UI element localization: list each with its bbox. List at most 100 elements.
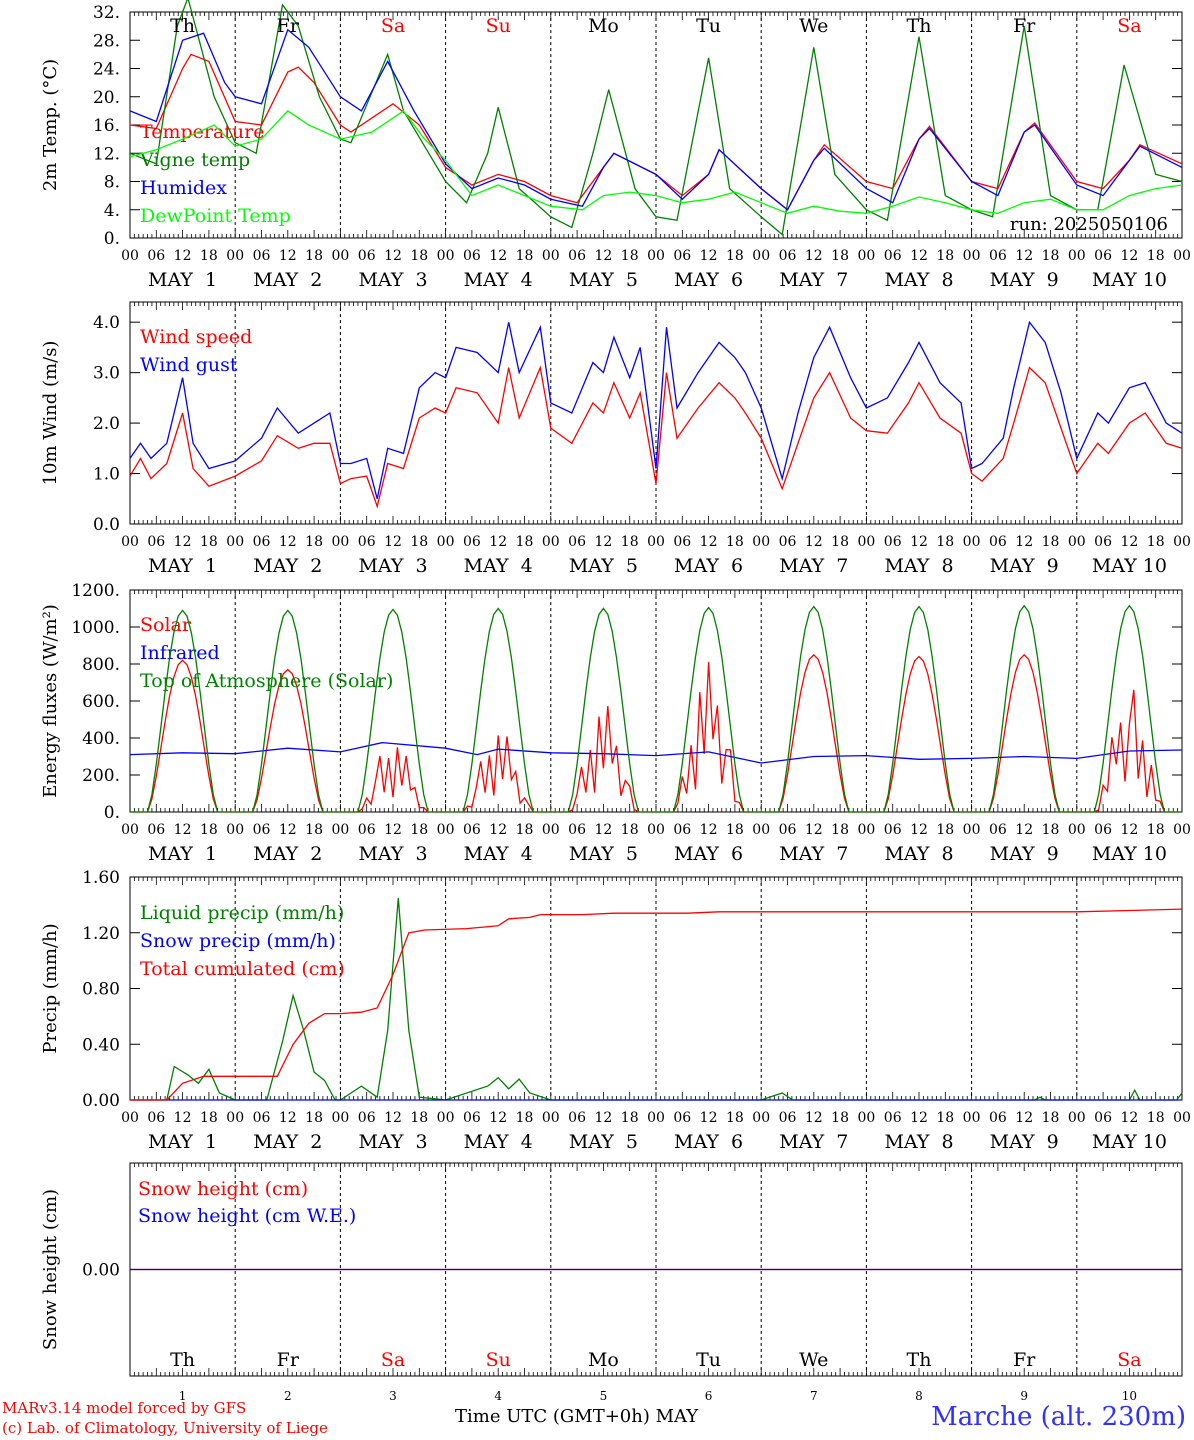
hour-tick-label: 00 — [1173, 534, 1191, 550]
hour-tick-label: 00 — [331, 822, 349, 838]
date-label: MAY 2 — [253, 1131, 322, 1153]
hour-tick-label: 06 — [1094, 822, 1112, 838]
hour-tick-label: 18 — [305, 248, 323, 264]
y-tick-label: 12. — [93, 144, 120, 164]
day-name-label: Mo — [588, 15, 619, 37]
hour-tick-label: 06 — [568, 1110, 586, 1126]
y-tick-label: 0. — [104, 229, 120, 249]
hour-tick-label: 12 — [700, 1110, 718, 1126]
day-number-label: 8 — [915, 1389, 923, 1403]
hour-tick-label: 06 — [147, 822, 165, 838]
y-tick-label: 1000. — [71, 618, 120, 638]
hour-tick-label: 00 — [647, 248, 665, 264]
date-label: MAY 9 — [990, 269, 1059, 291]
hour-tick-label: 00 — [121, 1110, 139, 1126]
hour-tick-label: 06 — [147, 534, 165, 550]
date-label: MAY 2 — [253, 269, 322, 291]
series-line — [130, 908, 1183, 1101]
hour-tick-label: 06 — [1094, 248, 1112, 264]
hour-tick-label: 00 — [963, 1110, 981, 1126]
series-line — [130, 897, 1183, 1101]
hour-tick-label: 00 — [331, 1110, 349, 1126]
lab-credit: (c) Lab. of Climatology, University of L… — [2, 1419, 328, 1437]
hour-tick-label: 12 — [1015, 534, 1033, 550]
hour-tick-label: 00 — [437, 1110, 455, 1126]
hour-tick-label: 06 — [673, 248, 691, 264]
hour-tick-label: 00 — [121, 822, 139, 838]
hour-tick-label: 12 — [174, 248, 192, 264]
hour-tick-label: 18 — [410, 1110, 428, 1126]
time-axis-title: Time UTC (GMT+0h) MAY — [455, 1406, 699, 1427]
hour-tick-label: 00 — [963, 248, 981, 264]
y-tick-label: 16. — [93, 116, 120, 136]
hour-tick-label: 18 — [831, 1110, 849, 1126]
series-line — [130, 604, 1182, 813]
hour-tick-label: 18 — [936, 248, 954, 264]
date-label: MAY 9 — [990, 555, 1059, 577]
day-name-label: Sa — [1117, 15, 1141, 37]
hour-tick-label: 18 — [621, 534, 639, 550]
legend-entry: Wind gust — [140, 354, 238, 376]
chart-panel-3: 1200. 1000. 800. 600. 400. 200. 0. Energy fluxe… — [40, 581, 1191, 865]
date-label: MAY 5 — [569, 269, 638, 291]
hour-tick-label: 06 — [989, 822, 1007, 838]
date-label: MAY 5 — [569, 1131, 638, 1153]
y-tick-label: 1.20 — [82, 924, 120, 944]
day-name-label: Th — [170, 15, 195, 37]
hour-tick-label: 06 — [358, 1110, 376, 1126]
legend-entry: Snow height (cm) — [138, 1178, 308, 1200]
hour-tick-label: 12 — [384, 248, 402, 264]
hour-tick-label: 00 — [752, 534, 770, 550]
date-label: MAY 2 — [253, 555, 322, 577]
hour-tick-label: 12 — [489, 1110, 507, 1126]
hour-tick-label: 18 — [410, 248, 428, 264]
hour-tick-label: 12 — [1015, 1110, 1033, 1126]
hour-tick-label: 18 — [410, 822, 428, 838]
hour-tick-label: 00 — [331, 534, 349, 550]
hour-tick-label: 00 — [647, 822, 665, 838]
hour-tick-label: 18 — [516, 248, 534, 264]
hour-tick-label: 06 — [568, 822, 586, 838]
series-line — [129, 320, 1183, 499]
hour-tick-label: 12 — [910, 822, 928, 838]
y-tick-label: 0. — [104, 803, 120, 823]
chart-panel-5: 0.00 Snow height (cm) Snow height (cm) Snow… — [40, 1162, 1183, 1403]
hour-tick-label: 12 — [594, 248, 612, 264]
date-label: MAY 4 — [464, 555, 533, 577]
legend-entry: Total cumulated (cm) — [140, 958, 345, 980]
date-label: MAY 8 — [884, 555, 953, 577]
hour-tick-label: 18 — [831, 534, 849, 550]
hour-tick-label: 18 — [936, 1110, 954, 1126]
hour-tick-label: 18 — [1042, 822, 1060, 838]
hour-tick-label: 18 — [200, 1110, 218, 1126]
hour-tick-label: 06 — [463, 248, 481, 264]
hour-tick-label: 18 — [305, 534, 323, 550]
date-label: MAY 1 — [148, 843, 217, 865]
date-label: MAY 6 — [674, 843, 743, 865]
y-tick-label: 0.00 — [82, 1091, 120, 1111]
hour-tick-label: 18 — [936, 822, 954, 838]
day-name-label: Th — [907, 1349, 932, 1371]
day-number-label: 5 — [600, 1389, 608, 1403]
hour-tick-label: 18 — [621, 1110, 639, 1126]
y-tick-label: 0.40 — [82, 1035, 120, 1055]
date-label: MAY 4 — [464, 1131, 533, 1153]
hour-tick-label: 06 — [568, 248, 586, 264]
hour-tick-label: 12 — [805, 822, 823, 838]
hour-tick-label: 06 — [1094, 1110, 1112, 1126]
hour-tick-label: 00 — [437, 822, 455, 838]
day-name-label: Tu — [696, 1349, 721, 1371]
hour-tick-label: 12 — [910, 248, 928, 264]
hour-tick-label: 06 — [253, 1110, 271, 1126]
y-tick-label: 0.80 — [82, 980, 120, 1000]
hour-tick-label: 12 — [594, 534, 612, 550]
legend-entry: Wind speed — [140, 326, 252, 348]
date-label: MAY 9 — [990, 1131, 1059, 1153]
day-name-label: Fr — [1013, 15, 1036, 37]
hour-tick-label: 00 — [542, 534, 560, 550]
legend-entry: Solar — [140, 614, 192, 636]
hour-tick-label: 12 — [384, 1110, 402, 1126]
hour-tick-label: 00 — [121, 534, 139, 550]
y-tick-label: 200. — [82, 766, 120, 786]
